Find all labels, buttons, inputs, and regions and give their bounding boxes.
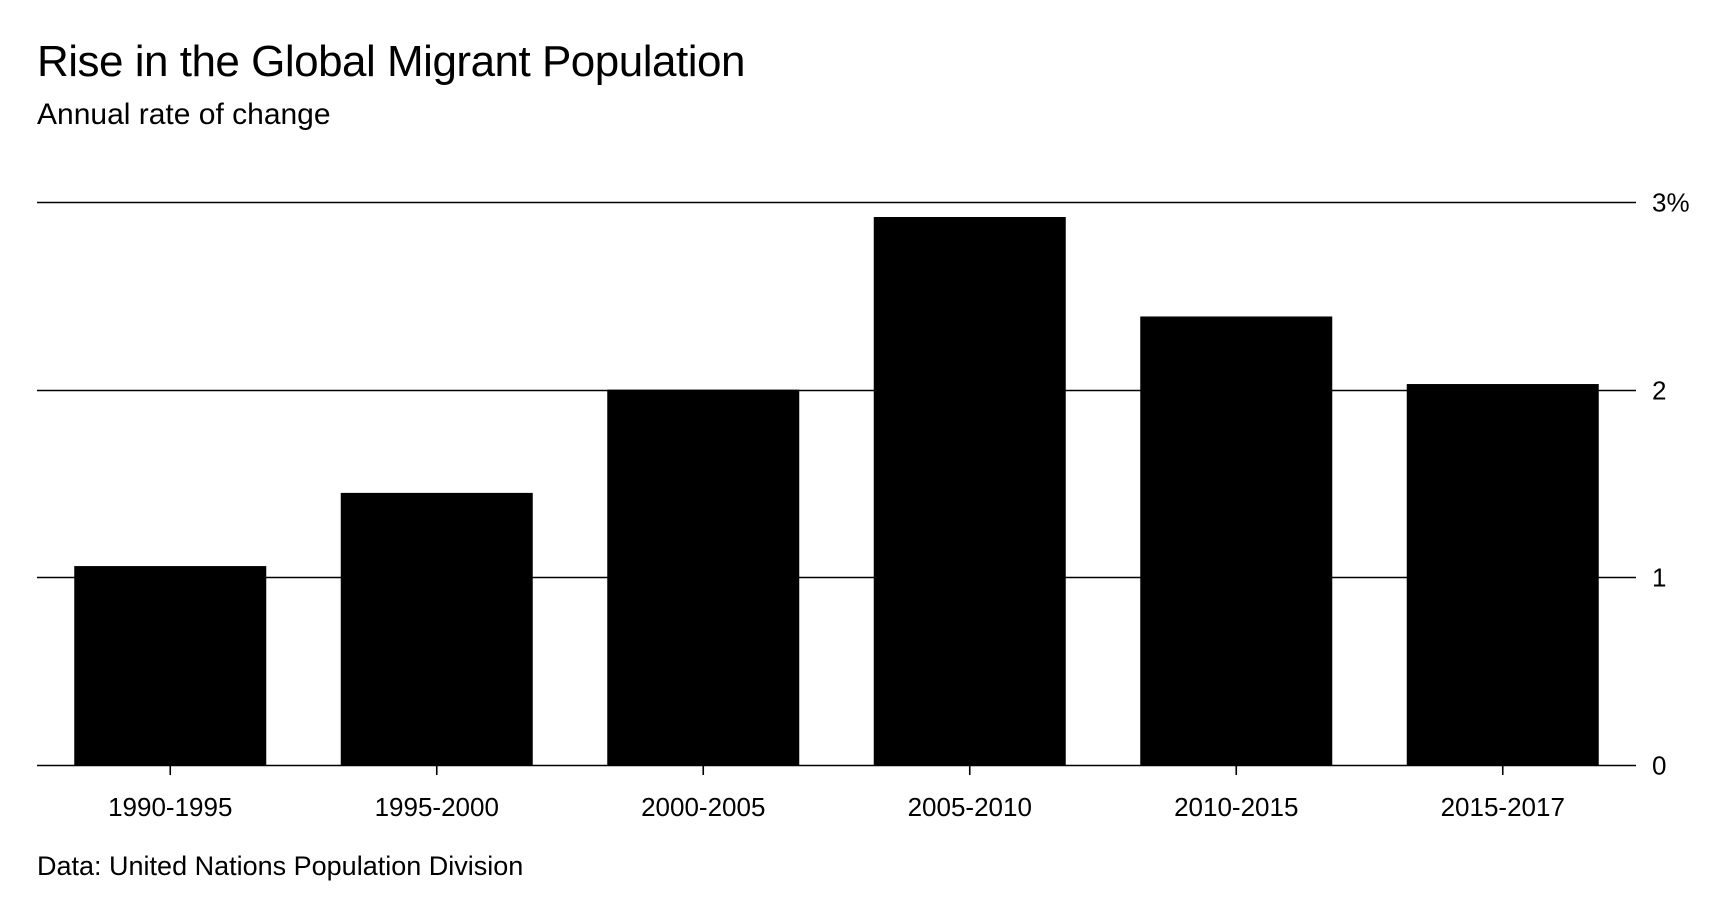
gridlines (37, 201, 1636, 579)
x-axis (37, 764, 1636, 775)
y-tick-label: 2 (1652, 376, 1666, 406)
x-tick-label: 2000-2005 (641, 792, 765, 822)
x-tick-label: 2010-2015 (1174, 792, 1298, 822)
y-axis-labels: 0 1 2 3% (1652, 188, 1690, 781)
bar (607, 389, 800, 765)
bar (340, 492, 533, 765)
bar (1140, 316, 1333, 765)
bars (74, 217, 1599, 766)
chart-title: Rise in the Global Migrant Population (37, 37, 745, 86)
chart-subtitle: Annual rate of change (37, 98, 331, 131)
bar (1406, 384, 1599, 765)
source-note: Data: United Nations Population Division (37, 851, 524, 881)
bar (873, 217, 1066, 766)
x-tick-label: 2015-2017 (1441, 792, 1565, 822)
x-tick-label: 1995-2000 (375, 792, 499, 822)
y-tick-label: 0 (1652, 751, 1666, 781)
y-tick-label: 1 (1652, 563, 1666, 593)
x-axis-labels: 1990-1995 1995-2000 2000-2005 2005-2010 2010… (108, 792, 1565, 822)
x-tick-label: 2005-2010 (908, 792, 1032, 822)
y-tick-label: 3% (1652, 188, 1690, 218)
x-tick-label: 1990-1995 (108, 792, 232, 822)
bar (74, 566, 267, 765)
